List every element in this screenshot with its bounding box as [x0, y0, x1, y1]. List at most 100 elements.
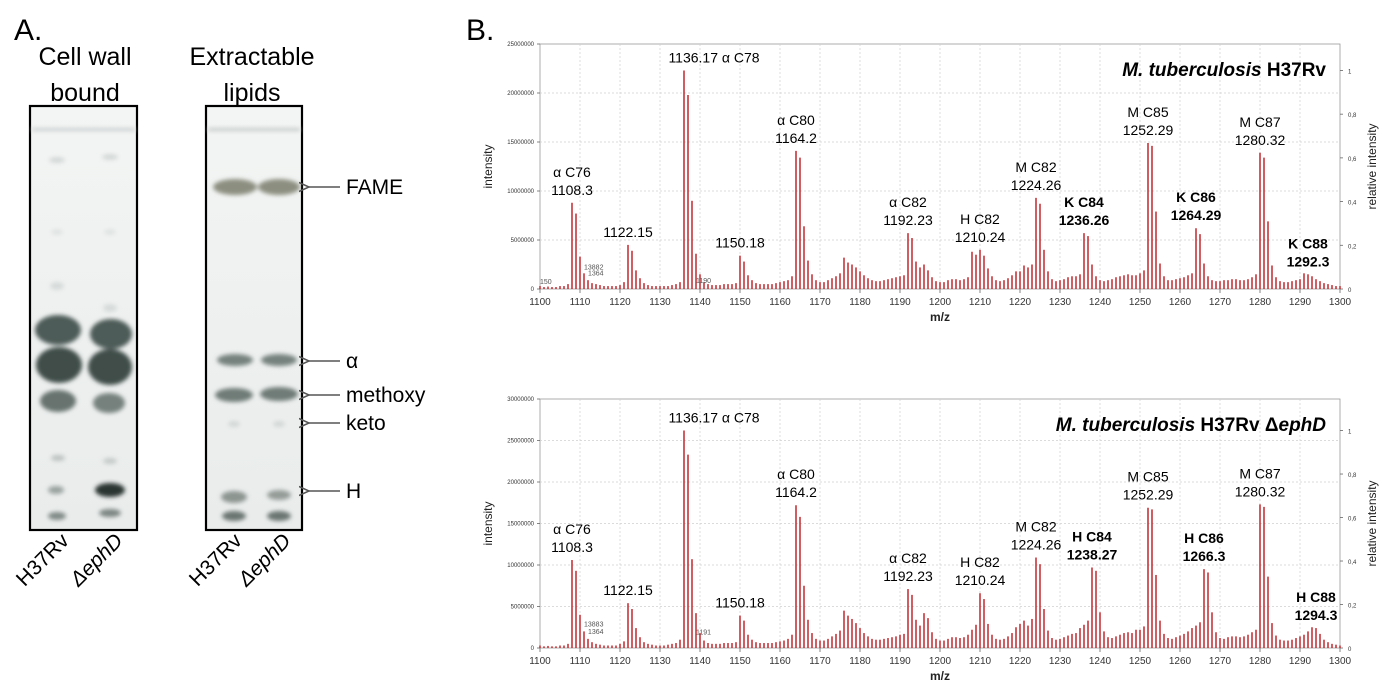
- peak-annotation: α C80: [777, 466, 815, 482]
- lane-label-ephd-plate2: ΔephD: [233, 529, 295, 591]
- y-right-tick-label: 0,2: [1348, 604, 1357, 610]
- spectrum-title: M. tuberculosis H37Rv ΔephD: [1056, 415, 1326, 436]
- x-tick-label: 1280: [1249, 297, 1272, 308]
- title-gene: ephD: [1279, 415, 1327, 436]
- x-tick-label: 1130: [649, 297, 671, 308]
- y-axis-label: intensity: [481, 501, 495, 545]
- plate1-title-line1: Cell wall: [38, 43, 131, 71]
- y-axis-label-right: relative intensity: [1365, 123, 1379, 209]
- x-tick-label: 1230: [1049, 656, 1072, 667]
- tlc-plate-cell-wall: [28, 104, 139, 532]
- peak-small-label: 1364: [588, 629, 604, 636]
- y-tick-label: 25000000: [507, 42, 534, 48]
- x-axis-label: m/z: [930, 310, 950, 324]
- x-tick-label: 1180: [849, 297, 871, 308]
- peak-annotation: K C86: [1176, 189, 1216, 205]
- peak-annotation: 1224.26: [1011, 177, 1062, 193]
- band-arrows: [309, 187, 340, 491]
- peak-annotation: 1122.15: [603, 582, 653, 598]
- peak-annotation: 1252.29: [1123, 122, 1174, 138]
- x-tick-label: 1160: [769, 297, 791, 308]
- peak-small-label: 1190: [696, 278, 711, 285]
- x-tick-label: 1230: [1049, 297, 1072, 308]
- x-tick-label: 1110: [570, 297, 591, 308]
- x-tick-label: 1200: [929, 656, 952, 667]
- peak-small-label: 150: [540, 279, 552, 286]
- x-tick-label: 1120: [609, 297, 631, 308]
- x-tick-label: 1120: [609, 656, 631, 667]
- x-tick-label: 1200: [929, 297, 952, 308]
- peak-annotation: 1122.15: [603, 224, 653, 240]
- peak-annotation: 1192.23: [883, 568, 933, 584]
- y-right-tick-label: 0: [1348, 288, 1352, 294]
- x-axis-label: m/z: [930, 669, 950, 683]
- panel-b-letter: B.: [466, 14, 494, 47]
- plate1-title-line2: bound: [50, 79, 120, 107]
- title-delta: Δ: [1265, 415, 1279, 436]
- x-tick-label: 1260: [1169, 297, 1192, 308]
- peak-annotation: 1294.3: [1295, 607, 1338, 623]
- peak-annotation: 1280.32: [1235, 483, 1286, 499]
- y-right-tick-label: 0,2: [1348, 244, 1357, 250]
- band-label-keto: keto: [346, 412, 386, 435]
- peak-annotation: 1224.26: [1011, 537, 1062, 553]
- mass-spectrum-h37rv: 1100 1110 1120 1130 1140 1150 1160 1170 1180 1190…: [481, 42, 1379, 324]
- y-tick-label: 25000000: [507, 439, 534, 445]
- title-strain: H37Rv: [1262, 60, 1327, 81]
- band-label-alpha: α: [346, 350, 358, 373]
- x-tick-label: 1240: [1089, 297, 1112, 308]
- x-tick-label: 1240: [1089, 656, 1112, 667]
- x-tick-label: 1210: [969, 656, 992, 667]
- x-tick-label: 1170: [809, 656, 831, 667]
- x-tick-label: 1140: [689, 297, 711, 308]
- peak-annotation: H C82: [960, 554, 1000, 570]
- x-tick-label: 1220: [1009, 656, 1032, 667]
- peak-annotation: 1150.18: [715, 595, 765, 611]
- x-tick-label: 1150: [729, 656, 751, 667]
- x-tick-label: 1170: [809, 297, 831, 308]
- band-label-h: H: [346, 480, 361, 503]
- y-tick-label: 20000000: [507, 480, 534, 486]
- peak-annotation: 1108.3: [551, 539, 593, 555]
- y-tick-label: 15000000: [507, 522, 534, 528]
- plate2-title-line1: Extractable: [189, 43, 314, 71]
- x-tick-label: 1220: [1009, 297, 1032, 308]
- peak-annotation: H C82: [960, 211, 1000, 227]
- peak-annotation: M C85: [1127, 469, 1168, 485]
- lane-label-ephd-plate1: ΔephD: [65, 529, 127, 591]
- peak-annotation: 1280.32: [1235, 132, 1286, 148]
- x-tick-label: 1160: [769, 656, 791, 667]
- y-tick-label: 5000000: [511, 605, 535, 611]
- x-tick-label: 1190: [889, 297, 911, 308]
- tlc-plate-extractable: [204, 104, 304, 532]
- y-tick-label: 15000000: [507, 140, 534, 146]
- y-axis-label-right: relative intensity: [1365, 480, 1379, 566]
- band-label-fame: FAME: [346, 176, 403, 199]
- y-right-tick-label: 0,6: [1348, 517, 1357, 523]
- y-tick-label: 30000000: [507, 397, 534, 403]
- y-right-tick-label: 0,6: [1348, 157, 1357, 163]
- x-tick-label: 1110: [570, 656, 591, 667]
- spectrum-title: M. tuberculosis H37Rv: [1122, 60, 1326, 81]
- x-tick-label: 1250: [1129, 297, 1152, 308]
- peak-annotation: 1136.17 α C78: [668, 410, 759, 426]
- x-tick-label: 1250: [1129, 656, 1152, 667]
- peak-small-label: 13882: [584, 264, 604, 271]
- peak-annotation: 1136.17 α C78: [668, 49, 759, 65]
- x-tick-label: 1290: [1289, 656, 1312, 667]
- plate2-bands: [208, 128, 300, 521]
- peak-annotation: α C82: [889, 194, 927, 210]
- peak-annotation: 1236.26: [1059, 212, 1110, 228]
- plate1-bands: [32, 128, 135, 520]
- title-species: M. tuberculosis: [1122, 60, 1261, 81]
- mass-spectrum-ephd: 1100 1110 1120 1130 1140 1150 1160 1170 1180 1190…: [481, 397, 1379, 683]
- lane-label-h37rv-plate2: H37Rv: [185, 529, 247, 591]
- peak-annotation: M C82: [1015, 519, 1056, 535]
- peak-annotation: 1150.18: [715, 235, 765, 251]
- band-label-methoxy: methoxy: [346, 384, 426, 407]
- x-tick-label: 1100: [529, 297, 551, 308]
- title-species: M. tuberculosis: [1056, 415, 1195, 436]
- x-tick-label: 1280: [1249, 656, 1272, 667]
- peak-annotation: 1108.3: [551, 182, 593, 198]
